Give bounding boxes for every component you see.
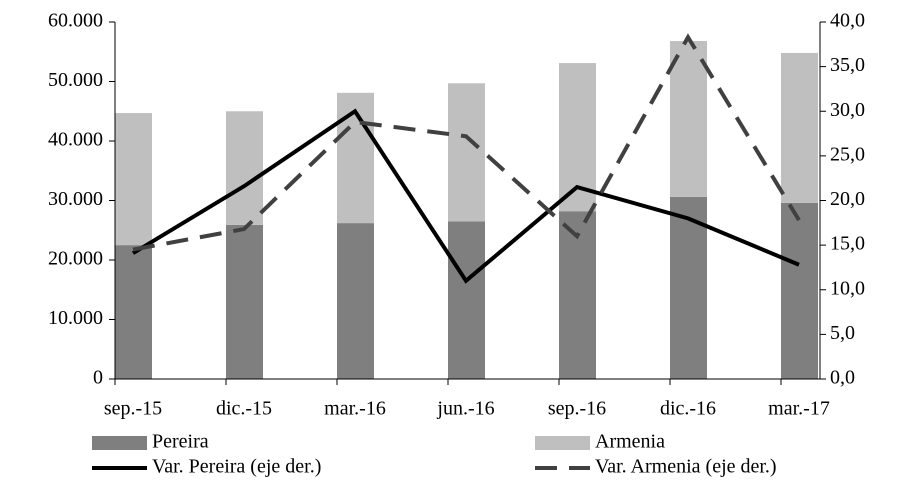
y2-tick-label: 15,0 (830, 233, 865, 255)
x-tick-label: sep.-15 (104, 398, 162, 420)
y-tick-label: 10.000 (48, 307, 103, 329)
bar (448, 221, 485, 379)
bar (226, 224, 263, 379)
legend-label: Var. Pereira (eje der.) (152, 456, 321, 478)
y-tick-label: 0 (93, 367, 103, 389)
bar (226, 111, 263, 225)
y2-tick-label: 25,0 (830, 143, 865, 165)
y2-tick-label: 10,0 (830, 277, 865, 299)
legend-label: Armenia (595, 431, 665, 453)
x-tick-label: dic.-15 (216, 398, 272, 420)
y-tick-label: 50.000 (48, 69, 103, 91)
legend-swatch (92, 436, 147, 450)
legend-label: Pereira (152, 431, 209, 453)
x-tick-label: dic.-16 (660, 398, 716, 420)
y2-tick-label: 20,0 (830, 188, 865, 210)
x-tick-label: jun.-16 (436, 398, 494, 420)
y-tick-label: 40.000 (48, 129, 103, 151)
bar (781, 202, 818, 379)
y2-tick-label: 35,0 (830, 54, 865, 76)
x-tick-label: sep.-16 (548, 398, 606, 420)
bar (781, 52, 818, 203)
legend-label: Var. Armenia (eje der.) (595, 456, 777, 478)
y2-tick-label: 5,0 (830, 322, 855, 344)
bar (337, 223, 374, 379)
y2-tick-label: 40,0 (830, 10, 865, 32)
x-tick-label: mar.-16 (324, 398, 386, 420)
bar (115, 113, 152, 246)
x-tick-label: mar.-17 (768, 398, 830, 420)
bar (115, 245, 152, 379)
legend-swatch (535, 436, 590, 450)
y-tick-label: 20.000 (48, 248, 103, 270)
bar (670, 41, 707, 197)
bar (448, 83, 485, 222)
line (132, 33, 801, 252)
y-tick-label: 60.000 (48, 10, 103, 32)
y2-tick-label: 0,0 (830, 367, 855, 389)
bar (670, 196, 707, 379)
y-tick-label: 30.000 (48, 188, 103, 210)
line (131, 108, 800, 284)
y2-tick-label: 30,0 (830, 99, 865, 121)
